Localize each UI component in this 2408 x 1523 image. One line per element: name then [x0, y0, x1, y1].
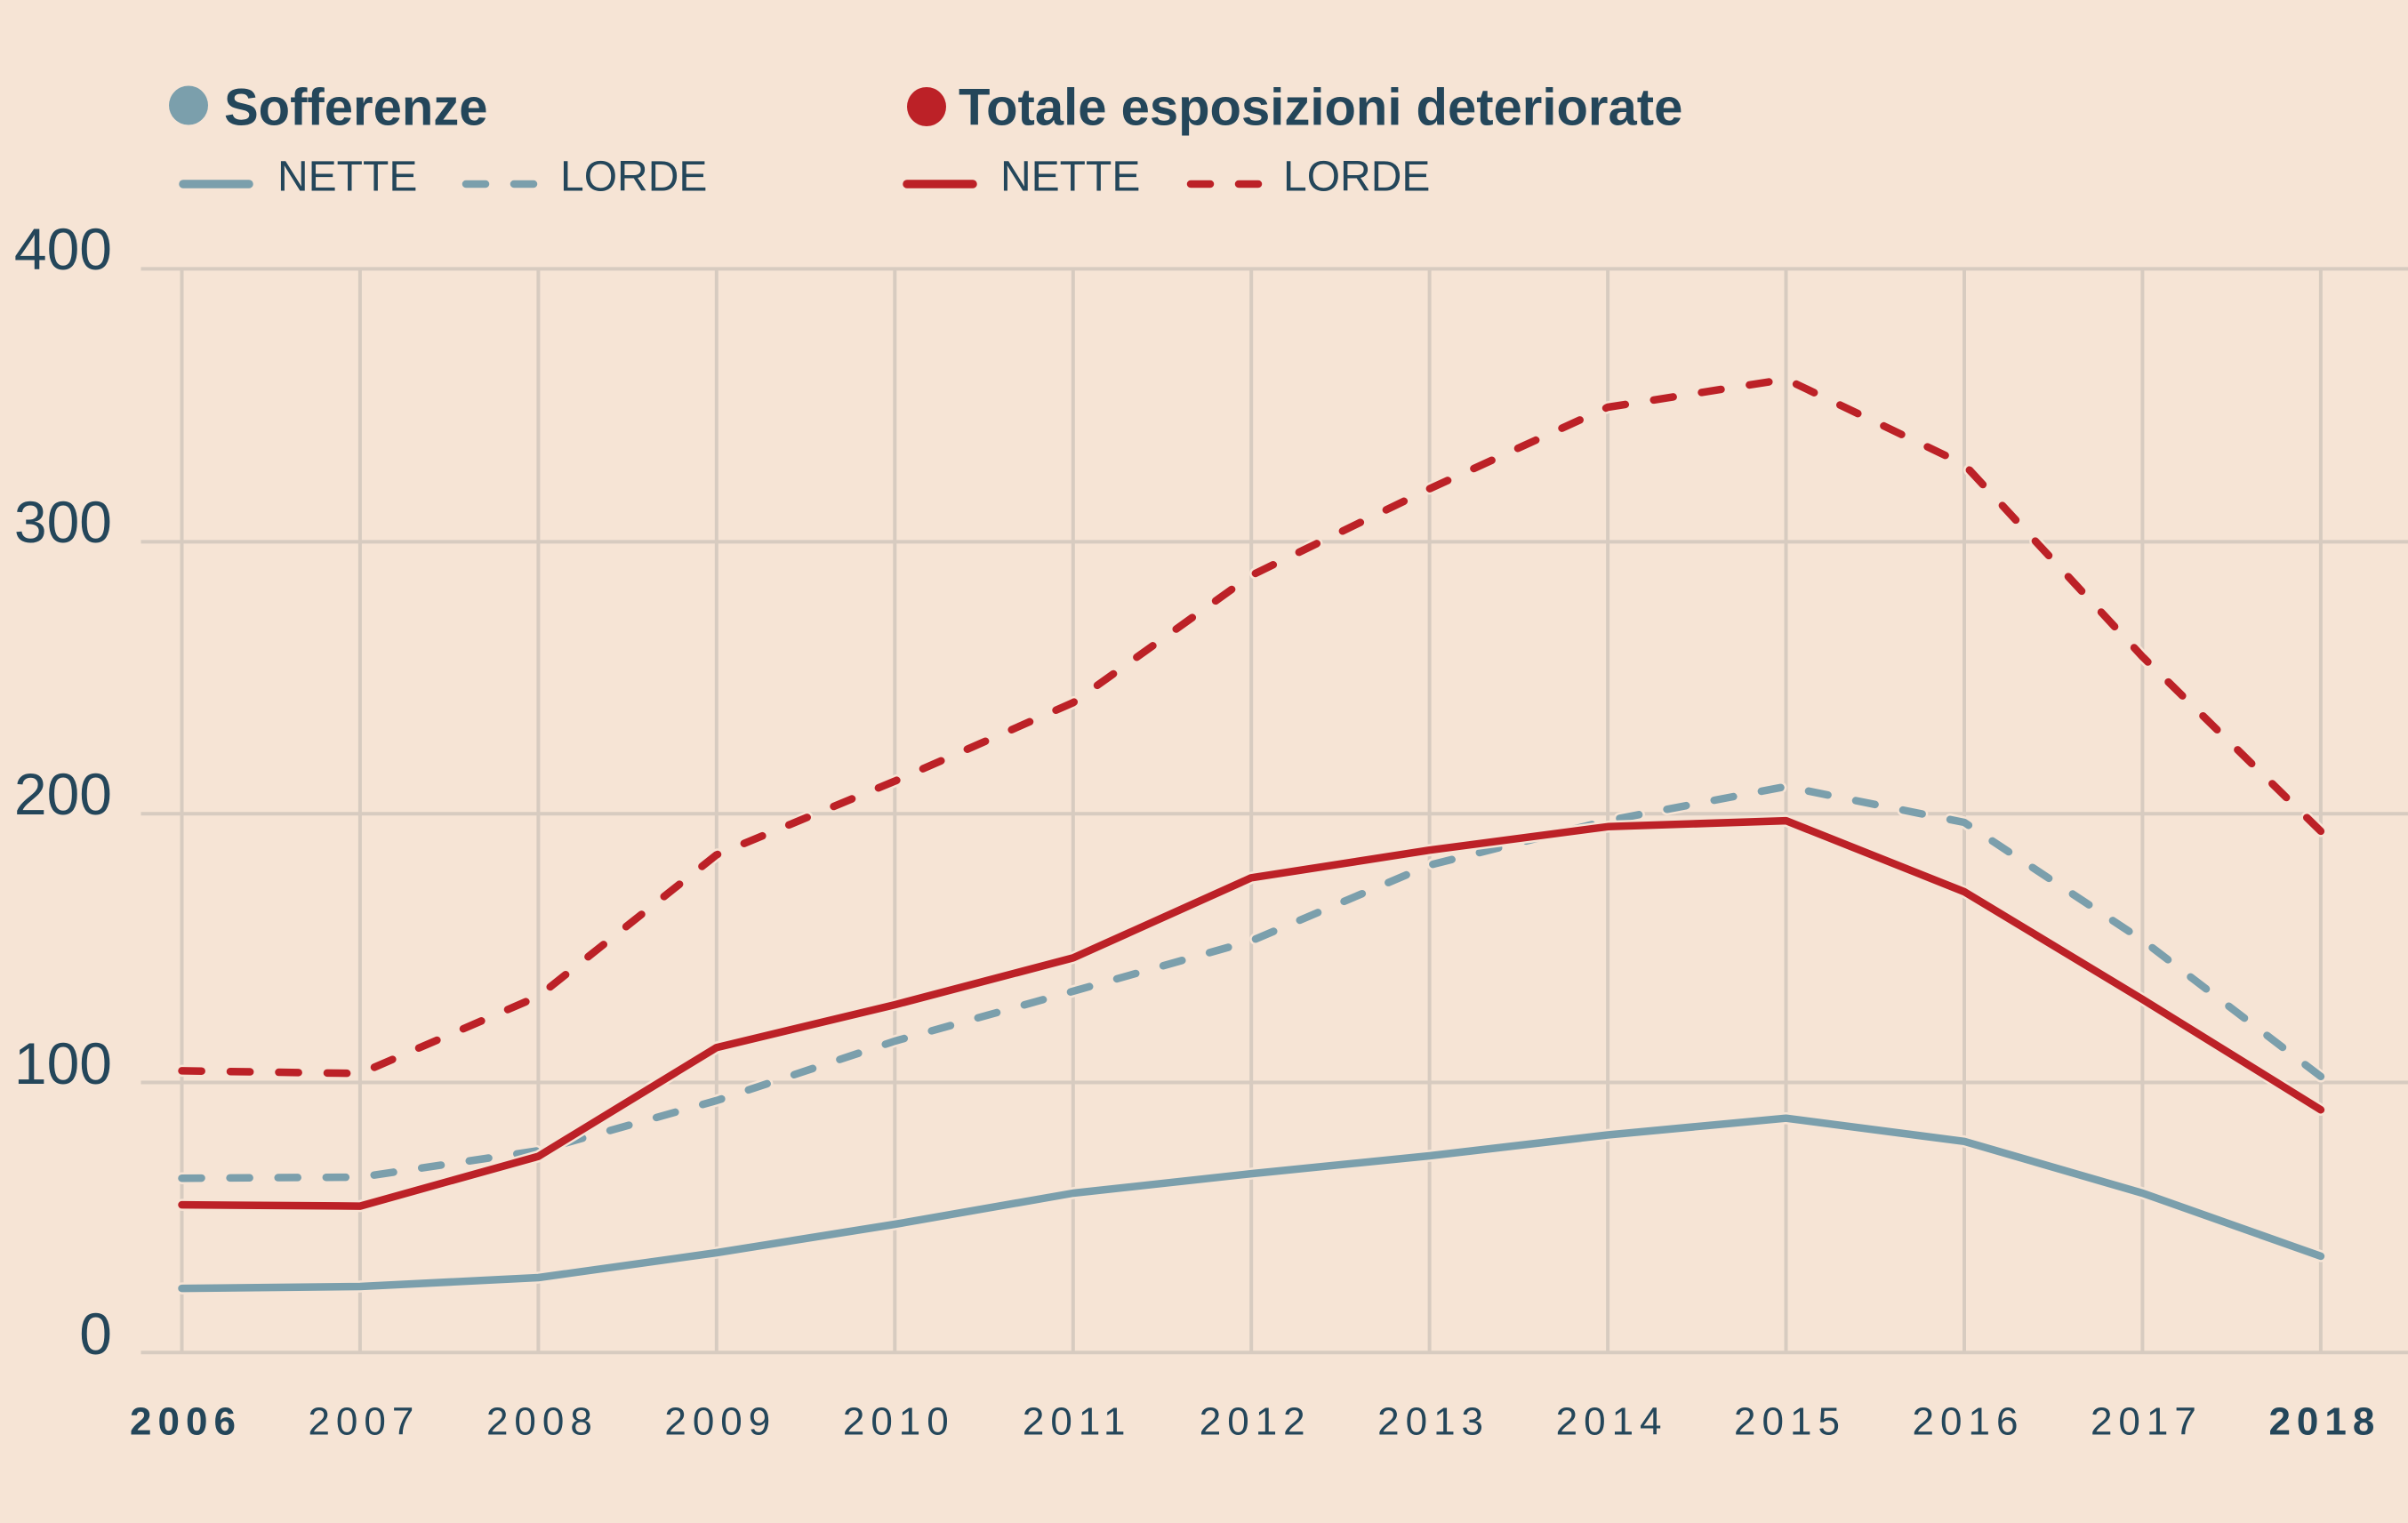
svg-text:2015: 2015	[1734, 1400, 1846, 1444]
svg-text:2017: 2017	[2091, 1400, 2203, 1444]
svg-text:NETTE: NETTE	[1000, 154, 1140, 201]
svg-text:100: 100	[14, 1030, 112, 1096]
svg-text:2014: 2014	[1556, 1400, 1668, 1444]
svg-text:200: 200	[14, 761, 112, 827]
svg-text:2006: 2006	[130, 1400, 242, 1444]
svg-text:2011: 2011	[1023, 1400, 1132, 1444]
svg-text:300: 300	[14, 489, 112, 555]
svg-text:NETTE: NETTE	[277, 154, 417, 201]
svg-text:2016: 2016	[1913, 1400, 2025, 1444]
svg-text:0: 0	[79, 1301, 112, 1367]
svg-text:LORDE: LORDE	[1283, 154, 1430, 201]
svg-text:2018: 2018	[2268, 1400, 2380, 1444]
svg-text:400: 400	[14, 216, 112, 282]
svg-text:Totale esposizioni deteriorate: Totale esposizioni deteriorate	[959, 79, 1682, 137]
svg-text:Sofferenze: Sofferenze	[224, 79, 488, 137]
svg-text:2008: 2008	[486, 1400, 598, 1444]
svg-text:2013: 2013	[1377, 1400, 1489, 1444]
svg-text:LORDE: LORDE	[560, 154, 707, 201]
svg-text:2010: 2010	[843, 1400, 955, 1444]
svg-text:2007: 2007	[308, 1400, 420, 1444]
svg-text:2012: 2012	[1200, 1400, 1312, 1444]
svg-text:2009: 2009	[664, 1400, 776, 1444]
